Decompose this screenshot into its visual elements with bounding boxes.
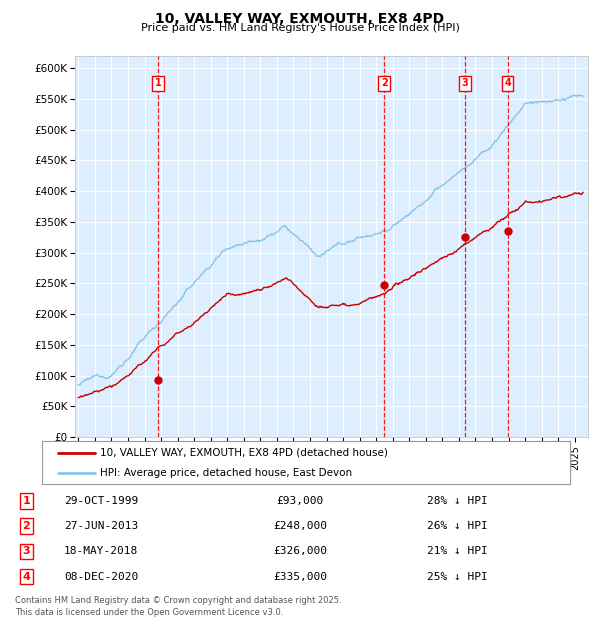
Text: 25% ↓ HPI: 25% ↓ HPI [427,572,487,582]
Text: 2: 2 [23,521,30,531]
Text: Contains HM Land Registry data © Crown copyright and database right 2025.
This d: Contains HM Land Registry data © Crown c… [15,596,341,617]
Text: 2: 2 [381,79,388,89]
Text: 29-OCT-1999: 29-OCT-1999 [64,496,138,506]
Text: £335,000: £335,000 [273,572,327,582]
Text: 4: 4 [504,79,511,89]
Text: 4: 4 [22,572,31,582]
Text: £326,000: £326,000 [273,546,327,556]
Text: 10, VALLEY WAY, EXMOUTH, EX8 4PD (detached house): 10, VALLEY WAY, EXMOUTH, EX8 4PD (detach… [100,448,388,458]
Text: 26% ↓ HPI: 26% ↓ HPI [427,521,487,531]
Text: 08-DEC-2020: 08-DEC-2020 [64,572,138,582]
Text: HPI: Average price, detached house, East Devon: HPI: Average price, detached house, East… [100,468,352,478]
Text: 27-JUN-2013: 27-JUN-2013 [64,521,138,531]
Text: 10, VALLEY WAY, EXMOUTH, EX8 4PD: 10, VALLEY WAY, EXMOUTH, EX8 4PD [155,12,445,27]
Text: 28% ↓ HPI: 28% ↓ HPI [427,496,487,506]
Text: 1: 1 [23,496,30,506]
Text: Price paid vs. HM Land Registry's House Price Index (HPI): Price paid vs. HM Land Registry's House … [140,23,460,33]
Text: 3: 3 [23,546,30,556]
Text: 21% ↓ HPI: 21% ↓ HPI [427,546,487,556]
Text: £248,000: £248,000 [273,521,327,531]
Text: 3: 3 [462,79,469,89]
Text: £93,000: £93,000 [277,496,323,506]
Text: 18-MAY-2018: 18-MAY-2018 [64,546,138,556]
Text: 1: 1 [155,79,161,89]
